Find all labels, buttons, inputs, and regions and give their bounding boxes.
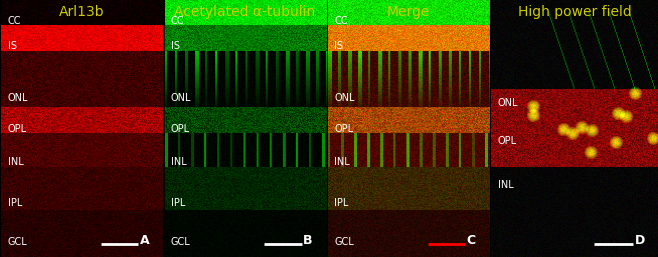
Text: GCL: GCL (8, 237, 28, 246)
Text: IS: IS (8, 41, 16, 51)
Text: INL: INL (8, 157, 24, 167)
Text: ONL: ONL (497, 98, 518, 108)
Text: High power field: High power field (518, 5, 631, 19)
Text: OPL: OPL (334, 124, 353, 133)
Text: C: C (467, 234, 476, 247)
Text: A: A (140, 234, 149, 247)
Text: IPL: IPL (171, 198, 186, 208)
Text: GCL: GCL (171, 237, 191, 246)
Text: OPL: OPL (171, 124, 190, 133)
Text: IS: IS (171, 41, 180, 51)
Text: ONL: ONL (8, 93, 28, 103)
Text: CC: CC (171, 16, 184, 25)
Text: INL: INL (334, 157, 350, 167)
Text: CC: CC (334, 16, 347, 25)
Text: IS: IS (334, 41, 343, 51)
Text: ONL: ONL (171, 93, 191, 103)
Text: Merge: Merge (387, 5, 430, 19)
Text: INL: INL (171, 157, 187, 167)
Text: OPL: OPL (8, 124, 27, 133)
Text: IPL: IPL (334, 198, 349, 208)
Text: GCL: GCL (334, 237, 354, 246)
Text: CC: CC (8, 16, 21, 25)
Text: Acetylated α-tubulin: Acetylated α-tubulin (174, 5, 316, 19)
Text: D: D (634, 234, 645, 247)
Text: IPL: IPL (8, 198, 22, 208)
Text: Arl13b: Arl13b (59, 5, 105, 19)
Text: OPL: OPL (497, 136, 517, 146)
Text: ONL: ONL (334, 93, 355, 103)
Text: B: B (303, 234, 313, 247)
Text: INL: INL (497, 180, 513, 190)
